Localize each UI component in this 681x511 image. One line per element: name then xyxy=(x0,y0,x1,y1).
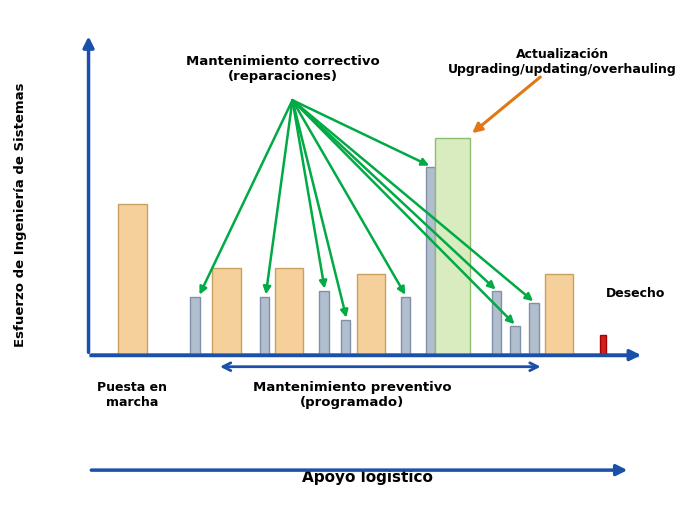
Bar xyxy=(259,297,269,355)
Bar xyxy=(212,268,240,355)
Text: Mantenimiento correctivo
(reparaciones): Mantenimiento correctivo (reparaciones) xyxy=(186,55,380,83)
Bar xyxy=(357,274,385,355)
Bar xyxy=(275,268,304,355)
Bar xyxy=(118,204,146,355)
Bar xyxy=(529,303,539,355)
Bar xyxy=(400,297,410,355)
Text: Mantenimiento preventivo
(programado): Mantenimiento preventivo (programado) xyxy=(253,381,452,409)
Text: Actualización
Upgrading/updating/overhauling: Actualización Upgrading/updating/overhau… xyxy=(448,48,677,76)
Bar xyxy=(600,335,606,355)
Bar xyxy=(426,167,435,355)
Bar xyxy=(191,297,200,355)
Bar xyxy=(492,291,501,355)
Text: Puesta en
marcha: Puesta en marcha xyxy=(97,381,168,409)
Bar xyxy=(341,320,351,355)
Text: Desecho: Desecho xyxy=(606,287,665,300)
Text: Esfuerzo de Ingeniería de Sistemas: Esfuerzo de Ingeniería de Sistemas xyxy=(14,82,27,347)
Bar xyxy=(319,291,328,355)
Bar xyxy=(511,326,520,355)
Bar xyxy=(545,274,573,355)
Bar xyxy=(435,138,470,355)
Text: Apoyo logístico: Apoyo logístico xyxy=(302,470,433,485)
